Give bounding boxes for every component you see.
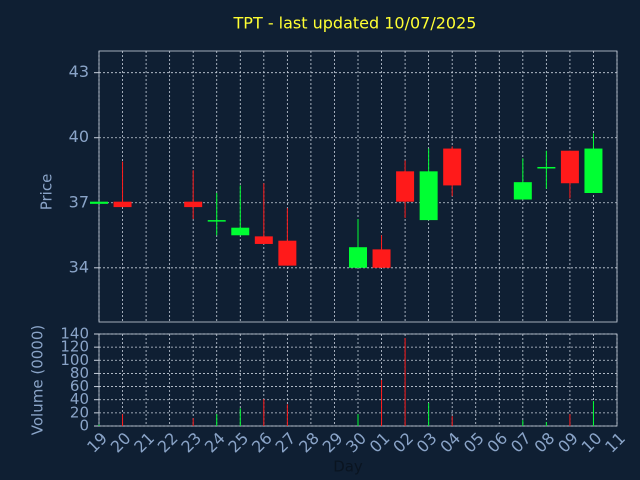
- candle-body: [278, 240, 297, 266]
- volume-bar: [216, 414, 218, 426]
- volume-bar: [522, 420, 524, 426]
- candle-body: [396, 171, 415, 202]
- candle-body: [419, 171, 438, 221]
- volume-tick-label: 40: [70, 390, 89, 408]
- candle-body: [349, 247, 367, 268]
- candle-body: [231, 227, 250, 236]
- volume-tick-label: 120: [60, 338, 89, 356]
- y-tick-label: 40: [69, 127, 89, 146]
- y-tick-label: 34: [69, 257, 89, 276]
- candle-body: [443, 148, 462, 186]
- volume-tick-label: 60: [70, 377, 89, 395]
- candle-body: [184, 201, 203, 208]
- volume-bar: [451, 416, 453, 426]
- volume-bar: [381, 380, 383, 426]
- volume-tick-label: 0: [79, 417, 89, 435]
- y-tick-label: 37: [69, 192, 89, 211]
- volume-bar: [239, 408, 241, 426]
- volume-bar: [192, 418, 194, 426]
- volume-tick-label: 20: [70, 403, 89, 421]
- candle-body: [90, 201, 108, 204]
- volume-bar: [545, 422, 547, 426]
- volume-bar: [404, 337, 406, 426]
- volume-tick-label: 140: [60, 325, 89, 343]
- candle-body: [537, 166, 556, 169]
- candle-body: [254, 236, 273, 244]
- y-axis-label: Price: [38, 174, 56, 211]
- volume-bar: [98, 424, 100, 426]
- candle-body: [513, 182, 532, 200]
- candle-body: [560, 150, 579, 184]
- candle-body: [372, 249, 391, 268]
- volume-tick-label: 80: [70, 364, 89, 382]
- candle-body: [207, 220, 226, 222]
- y-tick-label: 43: [69, 62, 89, 81]
- candle-body: [113, 201, 132, 208]
- chart-title: TPT - last updated 10/07/2025: [233, 14, 477, 33]
- volume-bar: [122, 414, 124, 426]
- volume-bar: [569, 414, 571, 426]
- volume-bar: [357, 414, 359, 426]
- volume-tick-label: 100: [60, 351, 89, 369]
- volume-bar: [286, 404, 288, 426]
- x-axis-label: Day: [333, 458, 363, 476]
- volume-bar: [592, 401, 594, 426]
- volume-bar: [263, 399, 265, 426]
- volume-bar: [428, 403, 430, 426]
- candle-body: [584, 148, 603, 194]
- volume-axis-label: Volume (0000): [29, 325, 47, 435]
